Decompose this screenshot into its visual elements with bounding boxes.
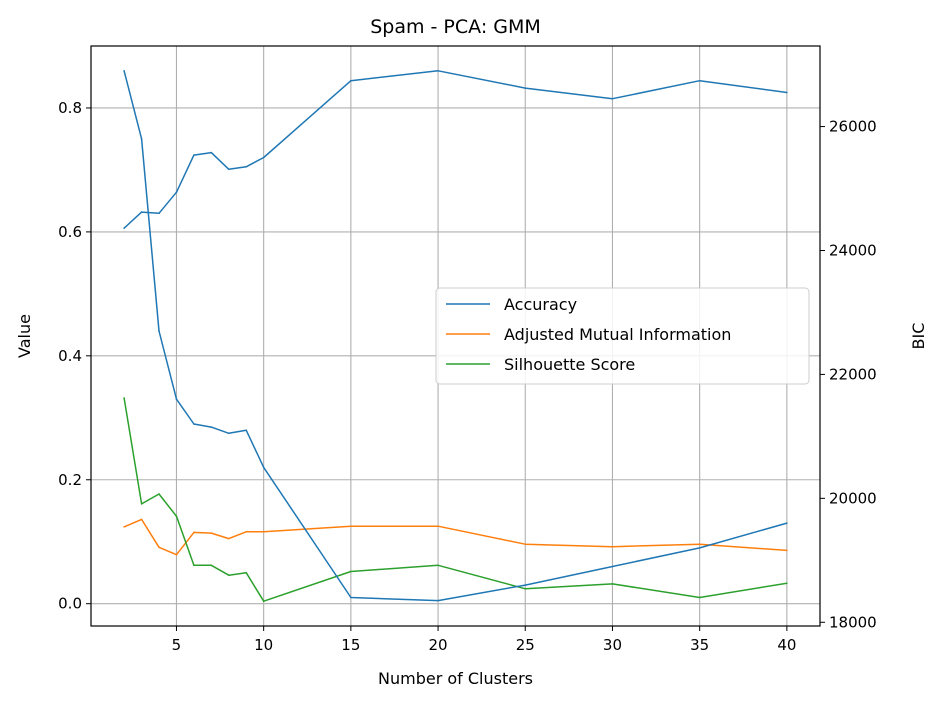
y-tick-label: 0.6 <box>58 223 82 241</box>
x-tick-label: 30 <box>603 636 622 654</box>
ami-line-point <box>245 531 248 533</box>
x-tick-label: 40 <box>777 636 796 654</box>
accuracy-line-point <box>437 69 439 72</box>
x-tick-label: 15 <box>341 636 360 654</box>
legend-label-ami: Adjusted Mutual Information <box>504 325 731 344</box>
bic-line-point <box>193 423 195 425</box>
accuracy-line-point <box>524 87 527 89</box>
silhouette-line-point <box>262 600 265 603</box>
accuracy-line-point <box>140 211 143 213</box>
silhouette-line-point <box>175 515 178 518</box>
bic-line-point <box>210 426 213 428</box>
silhouette-line-point <box>140 503 143 505</box>
y-tick-label: 0.2 <box>58 471 82 489</box>
y2-tick-label: 20000 <box>829 489 877 507</box>
accuracy-line-point <box>698 79 701 82</box>
plot-frame <box>90 45 821 627</box>
silhouette-line-point <box>350 570 352 573</box>
y-axis-right: 18000 20000 22000 24000 26000 <box>820 118 877 631</box>
legend-label-silhouette: Silhouette Score <box>504 355 635 374</box>
y2-tick-label: 22000 <box>829 365 877 383</box>
legend-box <box>435 287 810 385</box>
ami-line-point <box>140 518 143 521</box>
silhouette-line-point <box>123 397 125 399</box>
silhouette-line-point <box>611 583 614 585</box>
silhouette-line-point <box>227 574 230 576</box>
bic-line-point <box>227 432 230 435</box>
x-tick-label: 25 <box>516 636 535 654</box>
ami-line-point <box>158 546 160 549</box>
y2-tick-label: 26000 <box>829 118 877 136</box>
x-axis-label: Number of Clusters <box>378 669 533 688</box>
bic-line-point <box>175 398 178 401</box>
bic-line-point <box>245 429 248 431</box>
ami-line-point <box>210 532 213 534</box>
chart-title: Spam - PCA: GMM <box>370 16 541 38</box>
bic-line-point <box>140 138 143 140</box>
silhouette-line-point <box>245 571 248 574</box>
bic-line-point <box>611 565 614 568</box>
ami-line-point <box>123 526 125 528</box>
bic-line-point <box>437 599 439 602</box>
accuracy-line-point <box>350 79 352 82</box>
ami-line-point <box>193 531 195 534</box>
y-tick-label: 0.8 <box>58 99 82 117</box>
accuracy-line-point <box>786 91 788 94</box>
bic-line-point <box>123 69 125 72</box>
bic-line-point <box>786 522 788 524</box>
x-tick-label: 35 <box>690 636 709 654</box>
x-tick-label: 10 <box>254 636 273 654</box>
bic-line-point <box>698 547 701 549</box>
y-tick-label: 0.0 <box>58 595 82 613</box>
accuracy-line-point <box>175 191 178 194</box>
accuracy-line-point <box>245 166 248 168</box>
silhouette-line-point <box>786 582 788 585</box>
y2-axis-label: BIC <box>909 323 928 350</box>
ami-line-point <box>524 543 527 546</box>
x-axis: 5 10 15 20 25 30 35 40 <box>172 626 796 654</box>
ami-line-point <box>262 531 265 533</box>
y-axis-left: 0.0 0.2 0.4 0.6 0.8 <box>58 99 91 613</box>
bic-line-point <box>158 330 160 332</box>
accuracy-line-point <box>262 156 265 159</box>
silhouette-line-point <box>524 588 527 590</box>
silhouette-line-point <box>158 493 160 495</box>
silhouette-line-point <box>437 564 439 567</box>
accuracy-line-point <box>123 227 125 229</box>
ami-line-point <box>227 537 230 540</box>
y2-tick-label: 24000 <box>829 241 877 259</box>
ami-line-point <box>350 525 352 528</box>
y-axis-label: Value <box>15 314 34 358</box>
accuracy-line-point <box>158 212 160 215</box>
silhouette-line-point <box>210 564 213 567</box>
accuracy-line-point <box>210 151 213 154</box>
silhouette-line-point <box>193 564 195 567</box>
ami-line-point <box>698 543 701 546</box>
x-tick-label: 20 <box>429 636 448 654</box>
series-lines <box>123 69 788 603</box>
y-tick-label: 0.4 <box>58 347 82 365</box>
accuracy-line-point <box>193 154 195 156</box>
accuracy-line-point <box>611 97 614 100</box>
silhouette-line-point <box>698 596 701 599</box>
ami-line-point <box>175 553 178 556</box>
y2-tick-label: 18000 <box>829 613 877 631</box>
ami-line-point <box>437 525 439 528</box>
legend: Accuracy Adjusted Mutual Information Sil… <box>435 287 810 385</box>
bic-line-point <box>524 584 527 586</box>
bic-line-point <box>262 466 265 469</box>
x-tick-label: 5 <box>172 636 182 654</box>
ami-line-point <box>786 549 788 552</box>
accuracy-line-point <box>227 168 230 171</box>
legend-label-accuracy: Accuracy <box>504 295 577 314</box>
ami-line-point <box>611 545 614 548</box>
bic-line-point <box>350 596 352 599</box>
